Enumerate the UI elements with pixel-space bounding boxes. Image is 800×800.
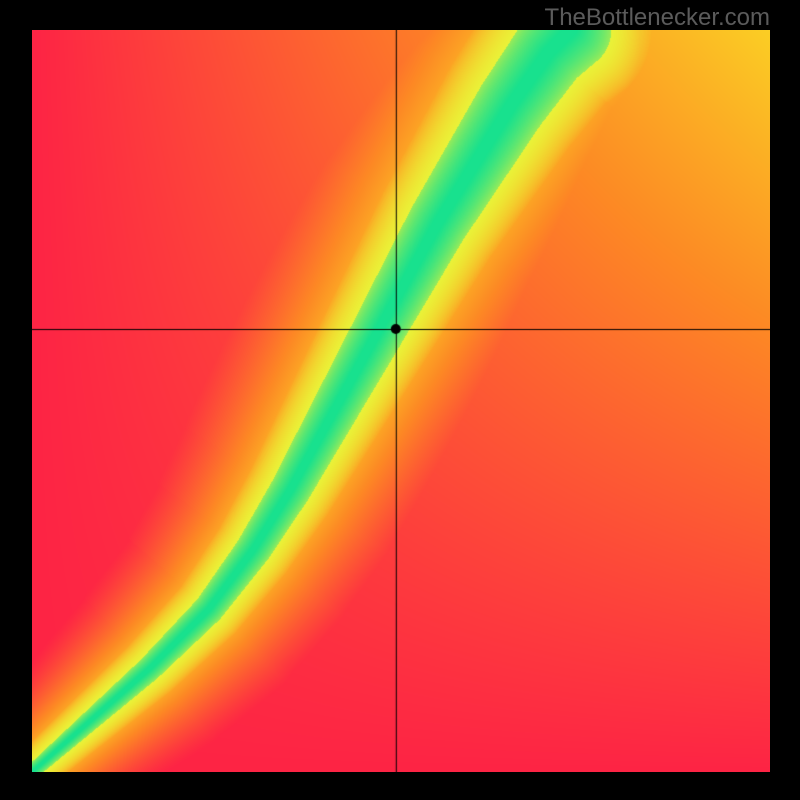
heatmap-canvas [32,30,770,772]
watermark-text: TheBottlenecker.com [545,4,770,32]
chart-container: TheBottlenecker.com [0,0,800,800]
plot-area [32,30,770,772]
